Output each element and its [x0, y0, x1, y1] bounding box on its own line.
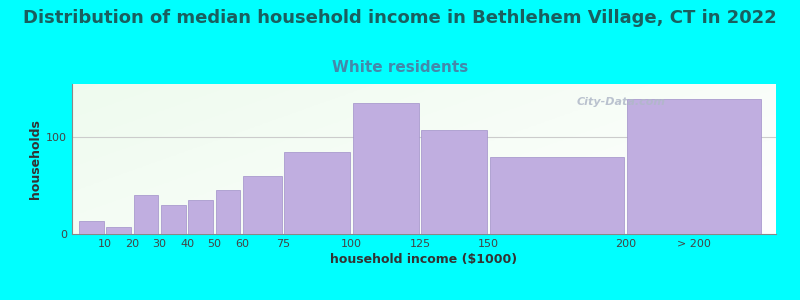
Bar: [161, 205, 186, 234]
Y-axis label: households: households: [29, 119, 42, 199]
Bar: [189, 200, 213, 234]
X-axis label: household income ($1000): household income ($1000): [330, 253, 518, 266]
Bar: [79, 221, 103, 234]
Bar: [106, 227, 131, 234]
Text: Distribution of median household income in Bethlehem Village, CT in 2022: Distribution of median household income …: [23, 9, 777, 27]
Bar: [626, 98, 761, 234]
Bar: [243, 176, 282, 234]
Bar: [216, 190, 241, 234]
Text: White residents: White residents: [332, 60, 468, 75]
Bar: [284, 152, 350, 234]
Bar: [422, 130, 487, 234]
Text: City-Data.com: City-Data.com: [577, 97, 666, 107]
Bar: [490, 157, 624, 234]
Bar: [134, 195, 158, 234]
Bar: [353, 103, 418, 234]
